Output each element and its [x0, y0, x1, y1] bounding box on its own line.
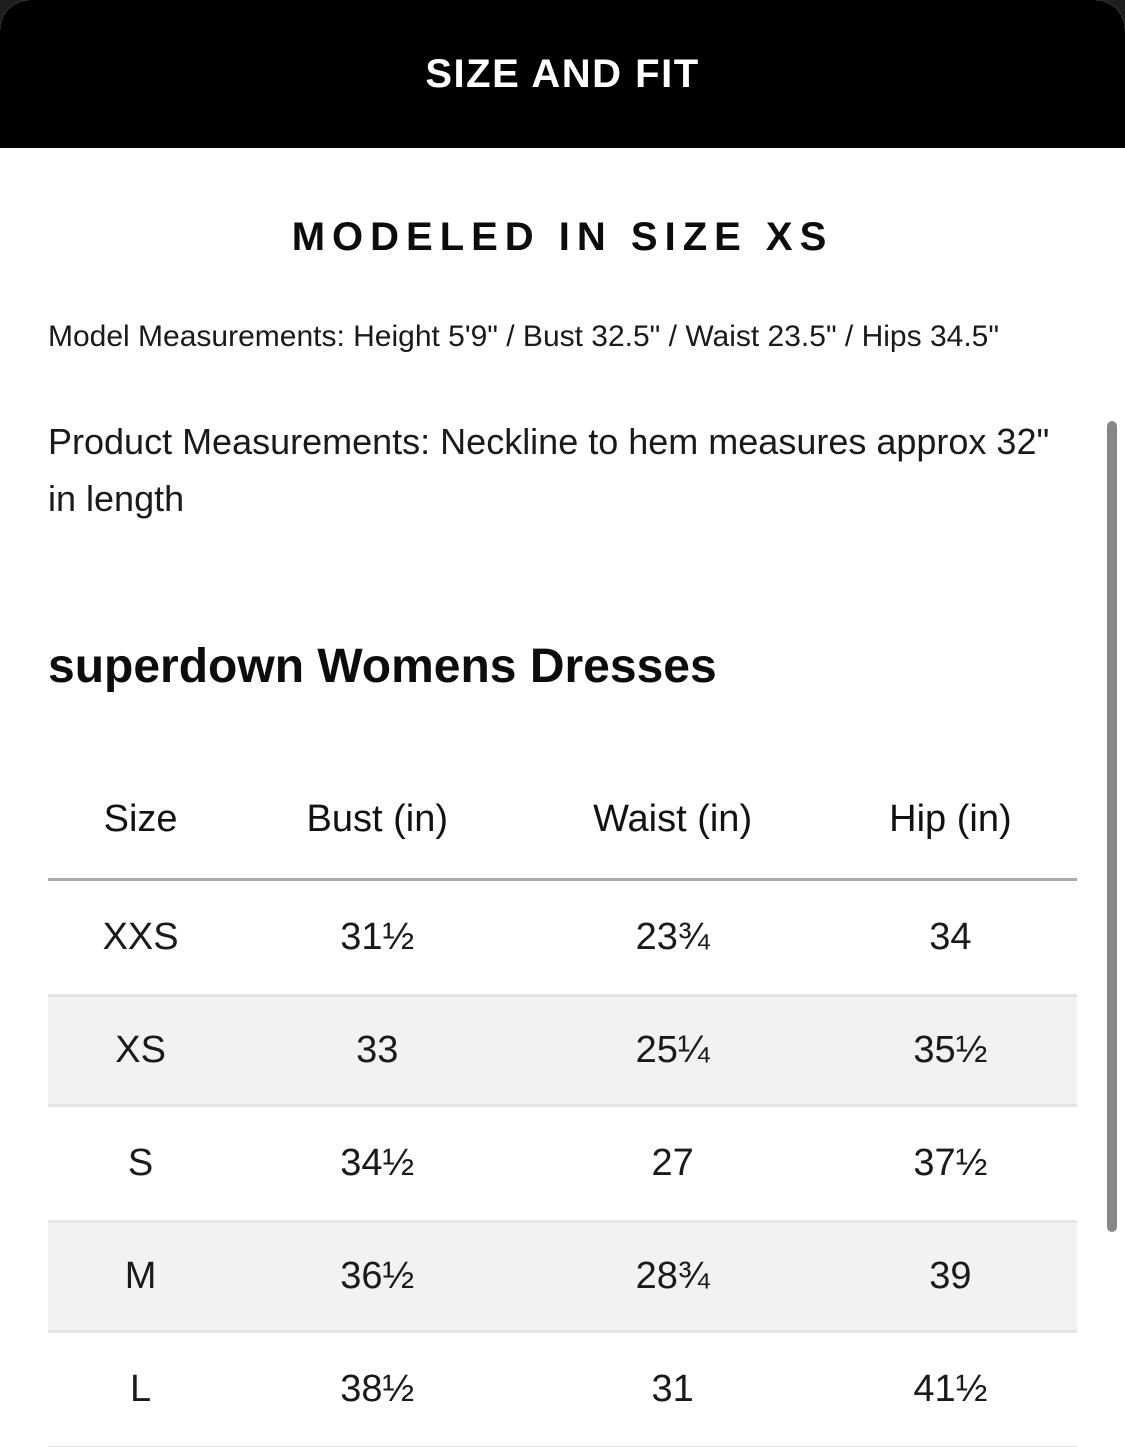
size-cell: M	[124, 1255, 157, 1297]
product-measurements-line2: in length	[48, 478, 185, 519]
size-cell: XXS	[102, 916, 179, 958]
size-cell: L	[130, 1368, 152, 1410]
bust-cell: 38½	[340, 1368, 415, 1410]
sheet-title: SIZE AND FIT	[425, 51, 700, 96]
product-measurements-text: Product Measurements: Neckline to hem me…	[48, 413, 1077, 527]
waist-cell: 23¾	[635, 916, 710, 958]
table-row: XS 33 25¼ 35½	[48, 994, 1077, 1107]
sheet-content: MODELED IN SIZE XS Model Measurements: H…	[0, 148, 1125, 1447]
modeled-in-size-heading: MODELED IN SIZE XS	[291, 215, 834, 259]
size-table: Size Bust (in) Waist (in) Hip (in) XXS 3…	[48, 760, 1077, 1447]
sheet-header: SIZE AND FIT	[0, 0, 1125, 148]
waist-cell: 31	[651, 1368, 694, 1410]
product-measurements-line1: Product Measurements: Neckline to hem me…	[48, 421, 1050, 462]
bust-cell: 36½	[340, 1255, 415, 1297]
table-row: M 36½ 28¾ 39	[48, 1220, 1077, 1333]
bust-cell: 31½	[340, 916, 415, 958]
size-table-body: XXS 31½ 23¾ 34 XS 33 25¼ 35½ S 34½ 27 37…	[48, 881, 1077, 1446]
size-cell: S	[127, 1142, 154, 1184]
waist-cell: 28¾	[635, 1255, 710, 1297]
table-row: XXS 31½ 23¾ 34	[48, 881, 1077, 994]
hip-cell: 41½	[913, 1368, 988, 1410]
size-chart-title: superdown Womens Dresses	[48, 640, 717, 693]
hip-cell: 35½	[913, 1029, 988, 1071]
hip-cell: 39	[929, 1255, 972, 1297]
bust-cell: 33	[356, 1029, 399, 1071]
table-row: L 38½ 31 41½	[48, 1333, 1077, 1446]
column-header-waist: Waist (in)	[593, 797, 753, 840]
waist-cell: 25¼	[635, 1029, 710, 1071]
table-header-divider	[48, 878, 1077, 881]
bust-cell: 34½	[340, 1142, 415, 1184]
hip-cell: 37½	[913, 1142, 988, 1184]
model-measurements-text: Model Measurements: Height 5'9" / Bust 3…	[48, 320, 999, 353]
column-header-bust: Bust (in)	[306, 797, 449, 840]
table-header-row: Size Bust (in) Waist (in) Hip (in)	[48, 760, 1077, 878]
table-row: S 34½ 27 37½	[48, 1107, 1077, 1220]
size-cell: XS	[115, 1029, 166, 1071]
column-header-hip: Hip (in)	[889, 797, 1012, 840]
scrollbar-thumb[interactable]	[1107, 421, 1117, 1232]
waist-cell: 27	[651, 1142, 694, 1184]
column-header-size: Size	[103, 797, 178, 840]
hip-cell: 34	[929, 916, 972, 958]
